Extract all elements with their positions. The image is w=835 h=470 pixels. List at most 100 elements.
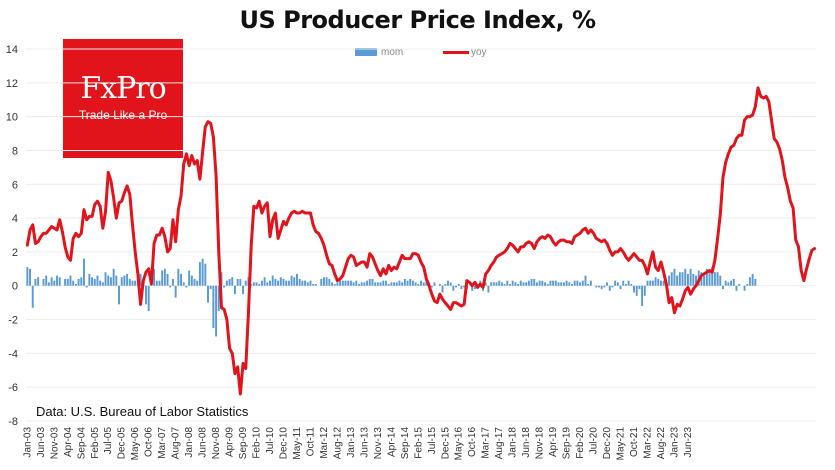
mom-bar xyxy=(174,285,177,298)
mom-bar xyxy=(339,280,342,286)
mom-bar xyxy=(579,282,582,286)
x-tick-label: Oct-11 xyxy=(306,427,317,457)
mom-bar xyxy=(751,273,754,286)
mom-bar xyxy=(69,275,72,286)
mom-bar xyxy=(573,280,576,286)
mom-bar xyxy=(58,277,61,286)
mom-bar xyxy=(430,285,433,288)
mom-bar xyxy=(754,278,757,286)
mom-bar xyxy=(514,282,517,286)
x-tick-label: Jun-13 xyxy=(359,427,370,458)
mom-bar xyxy=(743,285,746,291)
mom-bar xyxy=(565,280,568,286)
mom-bar xyxy=(376,282,379,286)
mom-bar xyxy=(544,282,546,286)
x-tick-label: Nov-03 xyxy=(49,427,60,460)
x-tick-label: Feb-05 xyxy=(90,427,101,459)
x-tick-label: Dec-05 xyxy=(117,427,128,460)
mom-bar xyxy=(409,278,412,286)
mom-bar xyxy=(242,285,245,295)
mom-bar xyxy=(320,278,323,286)
mom-bar xyxy=(441,285,444,293)
mom-bar xyxy=(533,278,536,286)
mom-bar xyxy=(552,280,555,286)
x-tick-label: Jul-20 xyxy=(589,427,600,455)
mom-bar xyxy=(686,273,689,286)
x-tick-label: May-21 xyxy=(616,427,627,461)
mom-bar xyxy=(336,282,339,286)
mom-bar xyxy=(571,284,573,286)
mom-bar xyxy=(166,273,169,286)
mom-bar xyxy=(422,282,425,286)
mom-bar xyxy=(153,268,156,286)
mom-bar xyxy=(509,284,511,286)
mom-bar xyxy=(546,284,549,286)
x-tick-label: Apr-19 xyxy=(548,427,559,457)
mom-bar xyxy=(541,280,544,286)
mom-bar xyxy=(207,285,209,303)
mom-bar xyxy=(360,282,363,286)
mom-bar xyxy=(492,282,495,286)
mom-bar xyxy=(42,278,45,286)
mom-bar xyxy=(597,285,600,288)
x-tick-label: Mar-07 xyxy=(157,427,168,459)
mom-bar xyxy=(659,280,662,286)
mom-bar xyxy=(304,280,307,286)
x-tick-label: Feb-10 xyxy=(252,427,263,459)
mom-bar xyxy=(112,268,115,286)
mom-bar xyxy=(463,285,466,288)
mom-bar xyxy=(622,280,625,286)
mom-bar xyxy=(239,278,242,286)
mom-bar xyxy=(109,277,112,286)
y-tick-label: 10 xyxy=(6,112,18,124)
x-tick-label: Oct-21 xyxy=(629,427,640,457)
x-tick-label: Dec-15 xyxy=(440,427,451,460)
logo-name: FxPro xyxy=(80,71,166,106)
mom-bar xyxy=(341,280,344,286)
mom-bar xyxy=(420,280,422,286)
mom-bar xyxy=(99,280,102,286)
mom-bar xyxy=(85,285,88,288)
mom-bar xyxy=(727,282,730,286)
mom-bar xyxy=(225,280,228,286)
legend-item-yoy: yoy xyxy=(443,47,487,58)
y-tick-label: 8 xyxy=(12,145,18,157)
mom-bar xyxy=(530,278,533,286)
x-tick-label: Jul-10 xyxy=(265,427,276,455)
mom-bar xyxy=(190,275,193,286)
x-tick-label: Nov-13 xyxy=(373,427,384,460)
mom-bar xyxy=(406,280,409,286)
mom-bar xyxy=(47,282,50,286)
x-tick-label: Sep-19 xyxy=(562,427,573,460)
mom-bar xyxy=(145,285,147,305)
x-tick-label: Jan-23 xyxy=(669,427,680,458)
legend-swatch-yoy xyxy=(443,50,469,54)
mom-bar xyxy=(562,282,565,286)
mom-bar xyxy=(433,282,436,286)
mom-bar xyxy=(703,275,706,286)
mom-bar xyxy=(80,277,83,286)
mom-bar xyxy=(244,280,247,286)
mom-bar xyxy=(619,285,622,290)
y-tick-label: 14 xyxy=(6,44,18,56)
mom-bar xyxy=(201,258,204,286)
mom-bar xyxy=(355,280,358,286)
mom-bar xyxy=(93,278,96,286)
y-tick-label: -4 xyxy=(8,348,18,360)
mom-bar xyxy=(155,280,158,286)
mom-bar xyxy=(700,272,703,286)
x-tick-label: Jan-18 xyxy=(508,427,519,458)
mom-bar xyxy=(638,285,641,290)
mom-bar xyxy=(182,282,185,286)
mom-bar xyxy=(352,282,355,286)
mom-bar xyxy=(495,282,498,286)
mom-bar xyxy=(374,282,377,286)
mom-bar xyxy=(646,280,649,286)
mom-bar xyxy=(37,277,40,286)
y-tick-label: -6 xyxy=(8,382,18,394)
x-tick-label: May-06 xyxy=(130,427,141,461)
x-tick-label: Jun-08 xyxy=(198,427,209,458)
mom-bar xyxy=(147,285,150,312)
mom-bar xyxy=(91,277,94,286)
x-tick-label: Mar-17 xyxy=(481,427,492,459)
